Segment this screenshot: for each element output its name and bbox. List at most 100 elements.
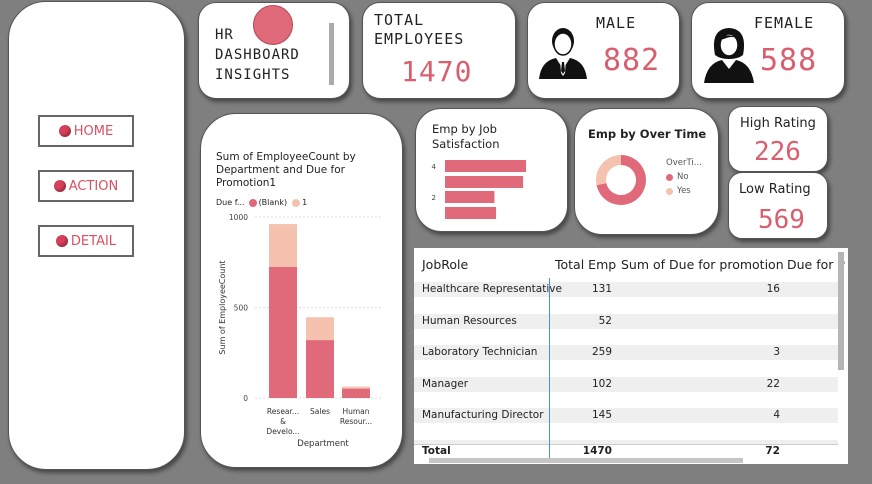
row-due: 4 bbox=[773, 409, 780, 421]
header-sum-due[interactable]: Sum of Due for promotion bbox=[621, 257, 784, 272]
dept-chart-legend: Due f... (Blank) 1 bbox=[216, 198, 307, 207]
total-employees-card: TOTAL EMPLOYEES 1470 bbox=[362, 2, 516, 99]
logo-circle-icon bbox=[253, 5, 293, 45]
sat-y-tick: 4 bbox=[432, 163, 437, 171]
partial-row bbox=[414, 440, 838, 445]
vertical-scrollbar[interactable] bbox=[838, 252, 844, 370]
table-row[interactable]: Manufacturing Director 145 4 bbox=[414, 408, 838, 423]
column-divider bbox=[549, 278, 550, 460]
x-tick-label: Develo... bbox=[266, 427, 299, 436]
ot-legend-title: OverTi... bbox=[666, 158, 702, 168]
total-employees-value: 1470 bbox=[401, 55, 473, 88]
overtime-card: Emp by Over Time OverTi... No Yes bbox=[574, 108, 719, 235]
row-due: 22 bbox=[766, 378, 780, 390]
male-title: MALE bbox=[596, 14, 637, 32]
total-due-value: 72 bbox=[765, 445, 780, 457]
bar-due-1 bbox=[306, 317, 334, 341]
sat-bar bbox=[445, 191, 495, 203]
nav-action-button[interactable]: ACTION bbox=[38, 170, 134, 202]
total-label: Total bbox=[422, 445, 451, 457]
table-row[interactable]: Human Resources 52 bbox=[414, 314, 838, 329]
row-role: Manager bbox=[422, 378, 469, 390]
action-dot-icon bbox=[53, 180, 66, 192]
dept-chart-plot: 1000 500 0 Resear...&Develo... Sales HumanRes… bbox=[218, 213, 381, 449]
dashboard-title-card: HR DASHBOARD INSIGHTS bbox=[198, 2, 350, 99]
ot-legend: OverTi... No Yes bbox=[666, 156, 702, 198]
jobrole-table: JobRole Total Emp Sum of Due for promoti… bbox=[414, 248, 848, 464]
donut-slice-yes bbox=[596, 155, 621, 186]
y-axis-label: Sum of EmployeeCount bbox=[218, 260, 227, 354]
y-tick-label: 0 bbox=[243, 394, 248, 403]
female-person-icon bbox=[704, 28, 754, 83]
female-value: 588 bbox=[760, 43, 818, 78]
nav-panel: HOME ACTION DETAIL bbox=[8, 1, 185, 470]
legend-one-swatch bbox=[292, 198, 301, 207]
low-rating-title: Low Rating bbox=[739, 182, 811, 197]
header-total-emp[interactable]: Total Emp bbox=[555, 257, 617, 272]
male-value: 882 bbox=[603, 43, 661, 78]
table-total-row: Total 1470 72 bbox=[414, 444, 838, 459]
bar-blank bbox=[269, 266, 297, 398]
dept-chart-title: Sum of EmployeeCount by Department and D… bbox=[216, 151, 356, 189]
ot-chart-plot bbox=[596, 155, 646, 205]
header-jobrole[interactable]: JobRole bbox=[422, 257, 469, 272]
total-employees-title: TOTAL EMPLOYEES bbox=[374, 11, 465, 48]
ot-legend-no: No bbox=[677, 172, 689, 182]
row-role: Laboratory Technician bbox=[422, 346, 538, 358]
ot-legend-yes: Yes bbox=[677, 186, 691, 196]
row-total: 102 bbox=[591, 378, 612, 390]
dept-legend-item-1: 1 bbox=[302, 198, 308, 207]
high-rating-title: High Rating bbox=[740, 116, 816, 131]
ot-no-swatch bbox=[666, 173, 673, 181]
dept-legend-title: Due f... bbox=[216, 198, 245, 207]
sat-y-tick: 2 bbox=[432, 194, 436, 202]
bar-blank bbox=[306, 340, 334, 398]
ot-yes-swatch bbox=[666, 187, 673, 195]
donut-slice-no bbox=[596, 155, 646, 205]
detail-dot-icon bbox=[55, 235, 68, 247]
row-total: 145 bbox=[591, 409, 612, 421]
row-due: 3 bbox=[773, 346, 780, 358]
x-tick-label: Human bbox=[342, 407, 369, 416]
low-rating-card: Low Rating 569 bbox=[728, 172, 828, 239]
table-row[interactable]: Laboratory Technician 259 3 bbox=[414, 345, 838, 360]
legend-blank-swatch bbox=[248, 198, 257, 207]
bar-blank bbox=[342, 388, 370, 398]
nav-action-label: ACTION bbox=[68, 178, 119, 194]
high-rating-value: 226 bbox=[754, 137, 801, 167]
dept-chart-card: Sum of EmployeeCount by Department and D… bbox=[200, 113, 403, 468]
row-total: 259 bbox=[591, 346, 612, 358]
male-card: MALE 882 bbox=[527, 2, 680, 99]
table-header: JobRole Total Emp Sum of Due for promoti… bbox=[414, 248, 845, 278]
female-card: FEMALE 588 bbox=[691, 2, 845, 99]
nav-home-button[interactable]: HOME bbox=[38, 115, 134, 147]
male-person-icon bbox=[539, 28, 587, 79]
sat-bar bbox=[445, 160, 527, 172]
low-rating-value: 569 bbox=[758, 205, 805, 235]
sat-chart-plot: 42 bbox=[432, 160, 527, 219]
row-due: 16 bbox=[766, 283, 780, 295]
dashboard-title: HR DASHBOARD INSIGHTS bbox=[215, 27, 300, 83]
table-row[interactable]: Healthcare Representative 131 16 bbox=[414, 282, 838, 297]
horizontal-scrollbar[interactable] bbox=[429, 458, 743, 463]
x-tick-label: Sales bbox=[310, 407, 330, 416]
header-due-for-p[interactable]: Due for P bbox=[787, 257, 845, 272]
row-role: Human Resources bbox=[422, 315, 517, 327]
y-tick-label: 500 bbox=[234, 304, 249, 313]
total-emp-value: 1470 bbox=[582, 445, 612, 457]
x-axis-label: Department bbox=[297, 439, 349, 449]
sat-chart-title: Emp by Job Satisfaction bbox=[432, 122, 500, 151]
nav-home-label: HOME bbox=[73, 123, 114, 139]
table-row[interactable]: Manager 102 22 bbox=[414, 377, 838, 392]
bar-due-1 bbox=[342, 386, 370, 389]
title-scrollbar[interactable] bbox=[329, 23, 334, 85]
dept-legend-item-blank: (Blank) bbox=[258, 198, 288, 207]
female-title: FEMALE bbox=[754, 14, 815, 32]
row-total: 52 bbox=[598, 315, 612, 327]
row-role: Manufacturing Director bbox=[422, 409, 544, 421]
nav-detail-button[interactable]: DETAIL bbox=[38, 225, 134, 257]
sat-bar bbox=[445, 207, 497, 219]
sat-bar bbox=[445, 176, 524, 188]
x-tick-label: Resear... bbox=[267, 407, 299, 416]
high-rating-card: High Rating 226 bbox=[728, 106, 828, 172]
